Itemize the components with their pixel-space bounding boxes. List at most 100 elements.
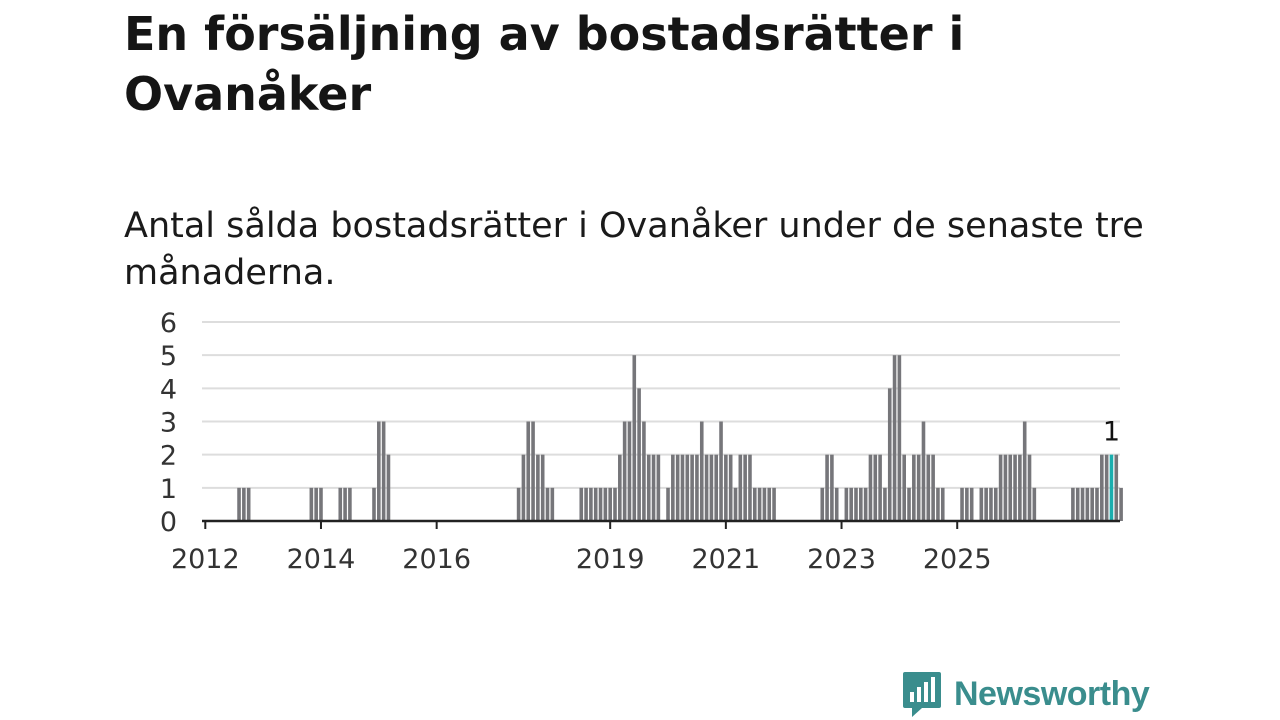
bar — [521, 454, 526, 521]
bar — [589, 487, 593, 521]
bar — [246, 487, 251, 521]
y-tick-label: 4 — [160, 374, 177, 405]
bar — [613, 487, 617, 521]
bar — [762, 487, 767, 521]
bar — [536, 454, 540, 521]
bar-highlight — [1109, 454, 1114, 521]
annotations: 1 — [1103, 417, 1120, 448]
bar — [550, 487, 555, 521]
bar — [319, 487, 323, 521]
bar — [309, 487, 314, 521]
x-tick-label: 2019 — [576, 544, 645, 575]
bar — [386, 454, 391, 521]
y-tick-label: 0 — [160, 507, 177, 538]
value-annotation: 1 — [1103, 417, 1120, 448]
bar — [348, 487, 352, 521]
bars — [237, 355, 1123, 521]
bar — [767, 487, 772, 521]
bar — [1119, 487, 1123, 521]
x-axis: 2012 2014 2016 2019 2021 2023 2025 — [171, 519, 1120, 575]
bar — [685, 454, 690, 521]
bar — [1003, 454, 1008, 521]
bar — [242, 487, 246, 521]
bar — [675, 454, 680, 521]
bar — [584, 487, 588, 521]
bar — [690, 454, 694, 521]
bar — [998, 454, 1003, 521]
newsworthy-logo-icon — [903, 672, 941, 717]
bar — [772, 487, 776, 521]
bar — [743, 454, 747, 521]
bar — [1104, 454, 1109, 521]
bar — [651, 454, 656, 521]
bar — [637, 388, 641, 521]
bar — [579, 487, 584, 521]
x-tick-label: 2021 — [692, 544, 761, 575]
bar — [921, 421, 926, 521]
bar — [907, 487, 911, 521]
bar — [887, 388, 892, 521]
chart-title: En försäljning av bostadsrätter i Ovanåk… — [124, 7, 965, 121]
bar — [598, 487, 603, 521]
bar — [912, 454, 916, 521]
bar — [1018, 454, 1022, 521]
bar — [1090, 487, 1094, 521]
bar — [936, 487, 940, 521]
bar — [540, 454, 545, 521]
y-tick-label: 1 — [160, 474, 177, 505]
bar — [603, 487, 608, 521]
bar — [680, 454, 685, 521]
bar — [709, 454, 714, 521]
bar — [608, 487, 612, 521]
bar — [1114, 454, 1119, 521]
bar — [593, 487, 598, 521]
bar — [1027, 454, 1032, 521]
bar — [1095, 487, 1099, 521]
bar — [993, 487, 998, 521]
bar — [381, 421, 386, 521]
bar — [377, 421, 381, 521]
bar — [969, 487, 974, 521]
bar — [1022, 421, 1027, 521]
bar — [752, 487, 757, 521]
bar — [931, 454, 935, 521]
bar — [1085, 487, 1090, 521]
y-tick-label: 5 — [160, 341, 177, 372]
bar — [820, 487, 825, 521]
bar — [671, 454, 675, 521]
bar — [1075, 487, 1080, 521]
y-tick-label: 2 — [160, 441, 177, 472]
bar — [719, 421, 723, 521]
bar — [338, 487, 343, 521]
bar — [314, 487, 318, 521]
bar — [757, 487, 762, 521]
bar — [1100, 454, 1104, 521]
bar — [526, 421, 531, 521]
x-tick-label: 2016 — [402, 544, 471, 575]
bar — [699, 421, 704, 521]
y-tick-label: 6 — [160, 308, 177, 339]
bar — [516, 487, 521, 521]
bar — [834, 487, 839, 521]
bar — [979, 487, 984, 521]
bar — [859, 487, 863, 521]
bar — [545, 487, 550, 521]
bar — [1008, 454, 1013, 521]
y-tick-label: 3 — [160, 408, 177, 439]
bar — [738, 454, 743, 521]
bar — [926, 454, 931, 521]
brand-name: Newsworthy — [954, 674, 1150, 713]
bar — [748, 454, 752, 521]
bar — [642, 421, 646, 521]
bar — [960, 487, 964, 521]
bar — [863, 487, 868, 521]
bar — [897, 355, 902, 521]
bar — [646, 454, 651, 521]
bar — [1071, 487, 1075, 521]
bar — [531, 421, 535, 521]
newsworthy-logo: Newsworthy — [902, 670, 1150, 718]
bar — [733, 487, 738, 521]
bar — [666, 487, 670, 521]
bar — [844, 487, 849, 521]
